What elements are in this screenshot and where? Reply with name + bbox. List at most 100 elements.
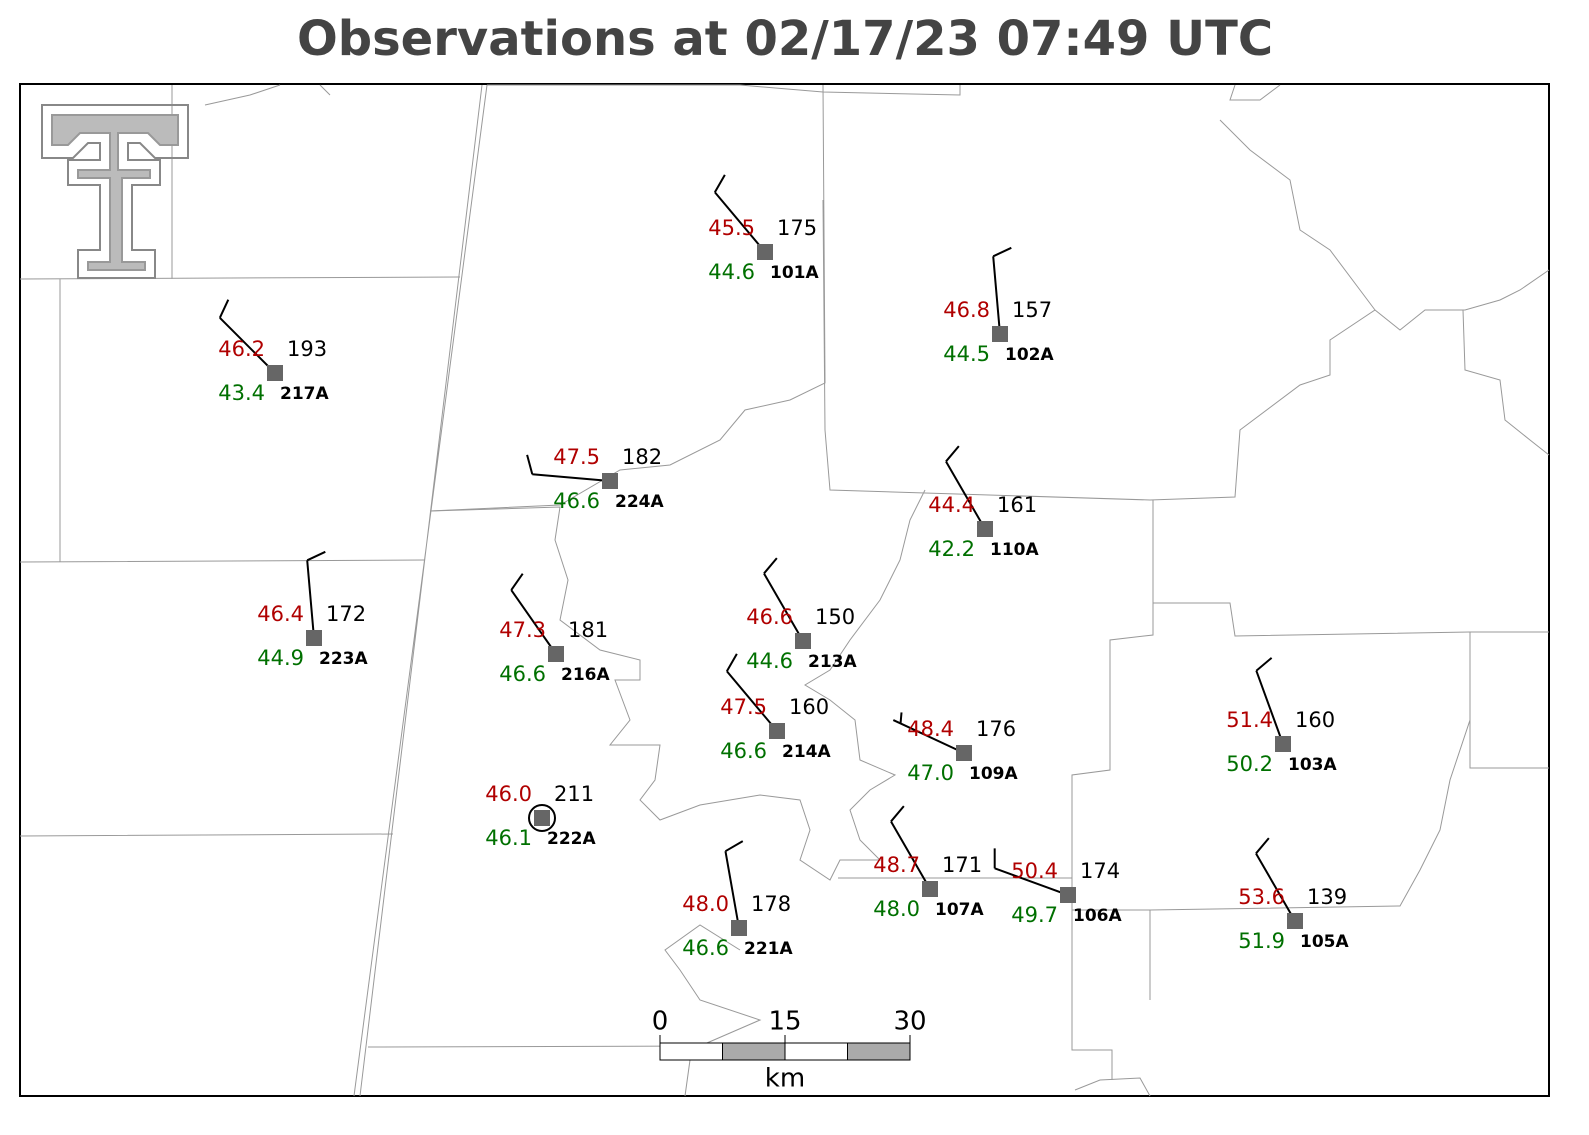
station-id: 214A [782,742,831,762]
station-marker [1275,736,1291,752]
station-marker [769,723,785,739]
scale-segment [722,1042,786,1061]
station: 44.4 161 42.2 110A [928,445,1039,561]
wind-barb [945,445,986,530]
dewpoint: 46.6 [553,489,600,513]
temperature: 46.2 [218,337,265,361]
dewpoint: 44.6 [708,260,755,284]
station-marker [548,646,564,662]
station: 53.6 139 51.9 105A [1238,837,1349,953]
station-marker [731,920,747,936]
pressure: 175 [777,216,817,240]
station-marker [1060,887,1076,903]
station-id: 213A [808,652,857,672]
station-id: 101A [770,263,819,283]
station-id: 224A [615,492,664,512]
dewpoint: 46.6 [682,936,729,960]
wind-barb [713,174,766,253]
temperature: 47.5 [720,695,767,719]
wind-barb [892,712,965,754]
wind-barb [218,299,276,374]
station-id: 106A [1073,906,1122,926]
station-marker [992,326,1008,342]
wind-barb [1255,837,1296,922]
station: 48.0 178 46.6 221A [682,840,793,960]
pressure: 181 [568,618,608,642]
temperature: 46.4 [257,602,304,626]
scale-segment [784,1042,848,1061]
dewpoint: 44.6 [746,649,793,673]
station: 48.7 171 48.0 107A [873,805,984,921]
calm-wind [528,804,556,832]
temperature: 44.4 [928,493,975,517]
station-marker [306,630,322,646]
station-id: 223A [319,649,368,669]
borders [19,84,1550,1097]
logo [41,104,189,279]
dewpoint: 46.1 [485,826,532,850]
station: 47.5 160 46.6 214A [720,653,831,763]
wind-barb [1255,657,1284,745]
station-id: 107A [935,900,984,920]
temperature: 46.8 [943,298,990,322]
station-marker [267,365,283,381]
wind-barb [510,573,557,655]
dewpoint: 46.6 [720,739,767,763]
station-id: 217A [280,384,329,404]
scale-label: 15 [768,1007,801,1037]
station-id: 105A [1300,932,1349,952]
temperature: 47.3 [499,618,546,642]
scale-segment [659,1042,723,1061]
wind-barb [724,840,744,929]
title: Observations at 02/17/23 07:49 UTC [297,11,1273,67]
station-marker [977,521,993,537]
pressure: 160 [1295,708,1335,732]
station: 46.4 172 44.9 223A [257,550,368,670]
station-id: 216A [561,665,610,685]
temperature: 46.6 [746,605,793,629]
scale-segment [847,1042,911,1061]
scale-bar: 0 15 30 km [652,1007,927,1094]
dewpoint: 44.5 [943,342,990,366]
station: 45.5 175 44.6 101A [708,174,819,284]
station-id: 102A [1005,345,1054,365]
dewpoint: 43.4 [218,381,265,405]
temperature: 48.7 [873,853,920,877]
station: 46.8 157 44.5 102A [943,246,1054,366]
wind-barb [993,848,1069,896]
station-marker [757,244,773,260]
station-marker [534,810,550,826]
station: 46.2 193 43.4 217A [218,299,329,405]
scale-label: 0 [652,1007,669,1037]
wind-barb [992,246,1012,335]
wind-barb [763,557,804,642]
pressure: 193 [287,337,327,361]
station-id: 222A [547,829,596,849]
pressure: 150 [815,605,855,629]
temperature: 47.5 [553,445,600,469]
pressure: 174 [1080,859,1120,883]
dewpoint: 50.2 [1226,752,1273,776]
dewpoint: 51.9 [1238,929,1285,953]
station-marker [1287,913,1303,929]
dewpoint: 42.2 [928,537,975,561]
wind-barb [890,805,931,890]
station-id: 103A [1288,755,1337,775]
pressure: 172 [326,602,366,626]
station-marker [956,745,972,761]
scale-label: 30 [893,1007,926,1037]
temperature: 45.5 [708,216,755,240]
pressure: 157 [1012,298,1052,322]
station: 47.3 181 46.6 216A [499,573,610,686]
dewpoint: 48.0 [873,897,920,921]
pressure: 161 [997,493,1037,517]
station: 46.0 211 46.1 222A [485,782,596,850]
dewpoint: 44.9 [257,646,304,670]
station-marker [795,633,811,649]
station-id: 110A [990,540,1039,560]
temperature: 51.4 [1226,708,1273,732]
station-marker [602,473,618,489]
pressure: 211 [554,782,594,806]
